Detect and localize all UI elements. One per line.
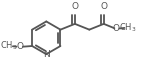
Text: O: O bbox=[113, 24, 120, 33]
Text: CH$_3$: CH$_3$ bbox=[0, 40, 18, 52]
Text: O: O bbox=[16, 42, 23, 51]
Text: CH$_3$: CH$_3$ bbox=[119, 21, 137, 34]
Text: O: O bbox=[100, 2, 107, 11]
Text: N: N bbox=[43, 50, 50, 59]
Text: O: O bbox=[71, 2, 78, 11]
